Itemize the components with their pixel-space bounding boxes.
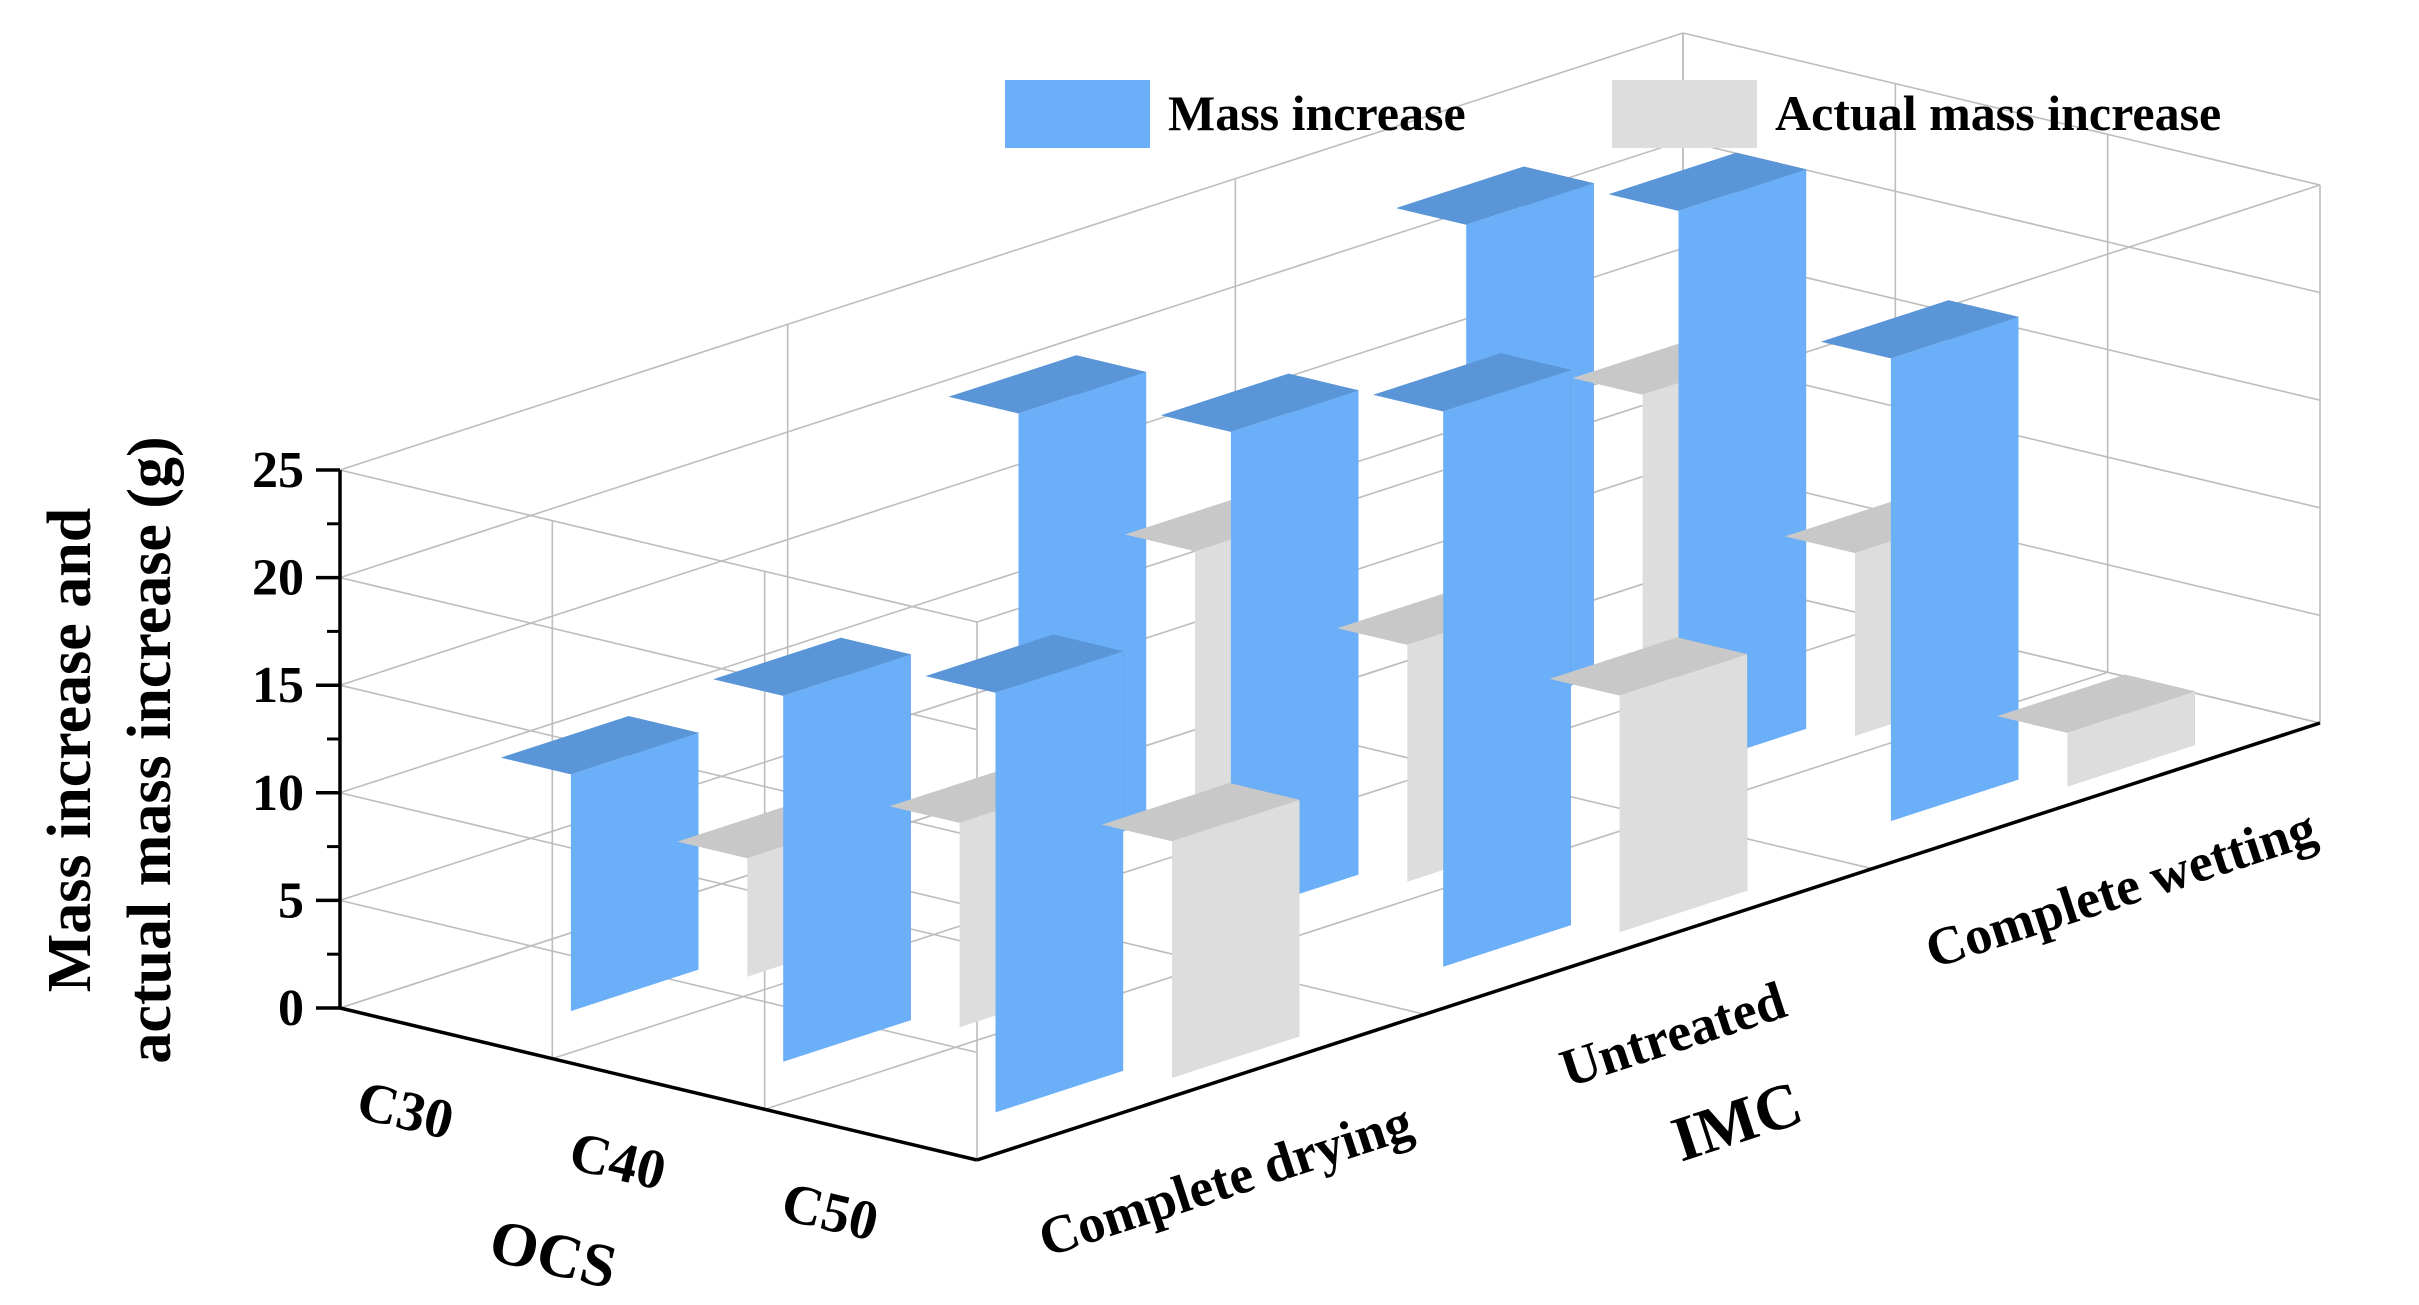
bar-mass-increase-c30-complete-drying-top (500, 716, 699, 775)
bar-actual-mass-increase-c50-untreated-top (1549, 637, 1748, 696)
bar-mass-increase-c50-complete-drying-front (995, 651, 1124, 1113)
ocs-axis-title: OCS (483, 1207, 623, 1303)
legend-label-mass-increase: Mass increase (1168, 85, 1466, 141)
legend: Mass increase Actual mass increase (1005, 80, 2221, 148)
bar-mass-increase-c50-untreated-front (1443, 370, 1571, 967)
bar-mass-increase-c50-complete-wetting-top (1820, 300, 2019, 359)
ocs-axis-line (339, 1006, 978, 1162)
bar-mass-increase-c30-complete-wetting-top (1396, 166, 1594, 225)
bar-mass-increase-c50-complete-drying (925, 634, 1124, 1113)
z-tick-label: 25 (252, 442, 304, 499)
z-tick-label: 5 (278, 872, 304, 929)
bar-mass-increase-c40-complete-drying-front (783, 654, 911, 1062)
bar-mass-increase-c30-untreated-top (948, 355, 1147, 414)
ocs-tick-label-c50: C50 (776, 1171, 884, 1254)
z-tick-label: 10 (252, 765, 304, 822)
legend-label-actual-mass-increase: Actual mass increase (1775, 85, 2221, 141)
ocs-tick-label-c30: C30 (351, 1069, 459, 1152)
bar-mass-increase-c40-complete-wetting (1608, 152, 1807, 771)
z-tick-label: 20 (252, 550, 304, 607)
imc-axis-title: IMC (1663, 1067, 1810, 1175)
bar-mass-increase-c40-complete-drying (713, 637, 911, 1062)
bar-mass-increase-c40-untreated (1160, 373, 1359, 917)
bar-mass-increase-c50-complete-wetting (1820, 300, 2019, 822)
bar-mass-increase-c40-complete-drying-top (713, 637, 911, 696)
bar-mass-increase-c40-complete-wetting-front (1678, 169, 1807, 771)
imc-tick-label-complete-drying: Complete drying (1031, 1091, 1419, 1268)
right-wall-gridline-z (1682, 32, 2321, 186)
bar-mass-increase-c50-complete-drying-top (925, 634, 1124, 693)
z-tick-label: 15 (252, 657, 304, 714)
bar-actual-mass-increase-c50-complete-drying-top (1101, 783, 1300, 842)
imc-axis-line (976, 721, 2321, 1162)
bar-actual-mass-increase-c50-complete-drying (1101, 783, 1300, 1078)
legend-swatch-actual-mass-increase (1612, 80, 1757, 148)
bar-mass-increase-c30-complete-drying (500, 716, 699, 1012)
bar-mass-increase-c40-untreated-front (1230, 390, 1359, 917)
bar-actual-mass-increase-c50-untreated (1549, 637, 1748, 933)
bar-mass-increase-c40-complete-wetting-top (1608, 152, 1807, 211)
bar-mass-increase-c50-untreated-top (1373, 353, 1571, 412)
bar-actual-mass-increase-c50-complete-drying-front (1172, 799, 1300, 1078)
bar-mass-increase-c50-complete-wetting-front (1890, 316, 2019, 822)
ocs-tick-label-c40: C40 (564, 1120, 672, 1203)
bar-mass-increase-c40-untreated-top (1160, 373, 1359, 432)
bar-actual-mass-increase-c50-complete-wetting-front (2067, 691, 2195, 787)
axes (316, 468, 2321, 1162)
bar-mass-increase-c30-complete-drying-front (570, 732, 699, 1012)
z-tick-label: 0 (278, 980, 304, 1037)
z-axis-title-line-1: Mass increase and (36, 508, 104, 993)
bar-actual-mass-increase-c50-untreated-front (1619, 654, 1748, 933)
floor-gridline-ocs (764, 671, 2108, 1111)
bar-actual-mass-increase-c50-complete-wetting (1997, 674, 2195, 787)
z-axis-title-line-2: actual mass increase (g) (116, 436, 184, 1063)
imc-tick-label-complete-wetting: Complete wetting (1918, 797, 2323, 980)
legend-swatch-mass-increase (1005, 80, 1150, 148)
bar-mass-increase-c50-untreated (1373, 353, 1571, 967)
bars (500, 152, 2195, 1113)
bar-actual-mass-increase-c50-complete-wetting-top (1997, 674, 2195, 733)
